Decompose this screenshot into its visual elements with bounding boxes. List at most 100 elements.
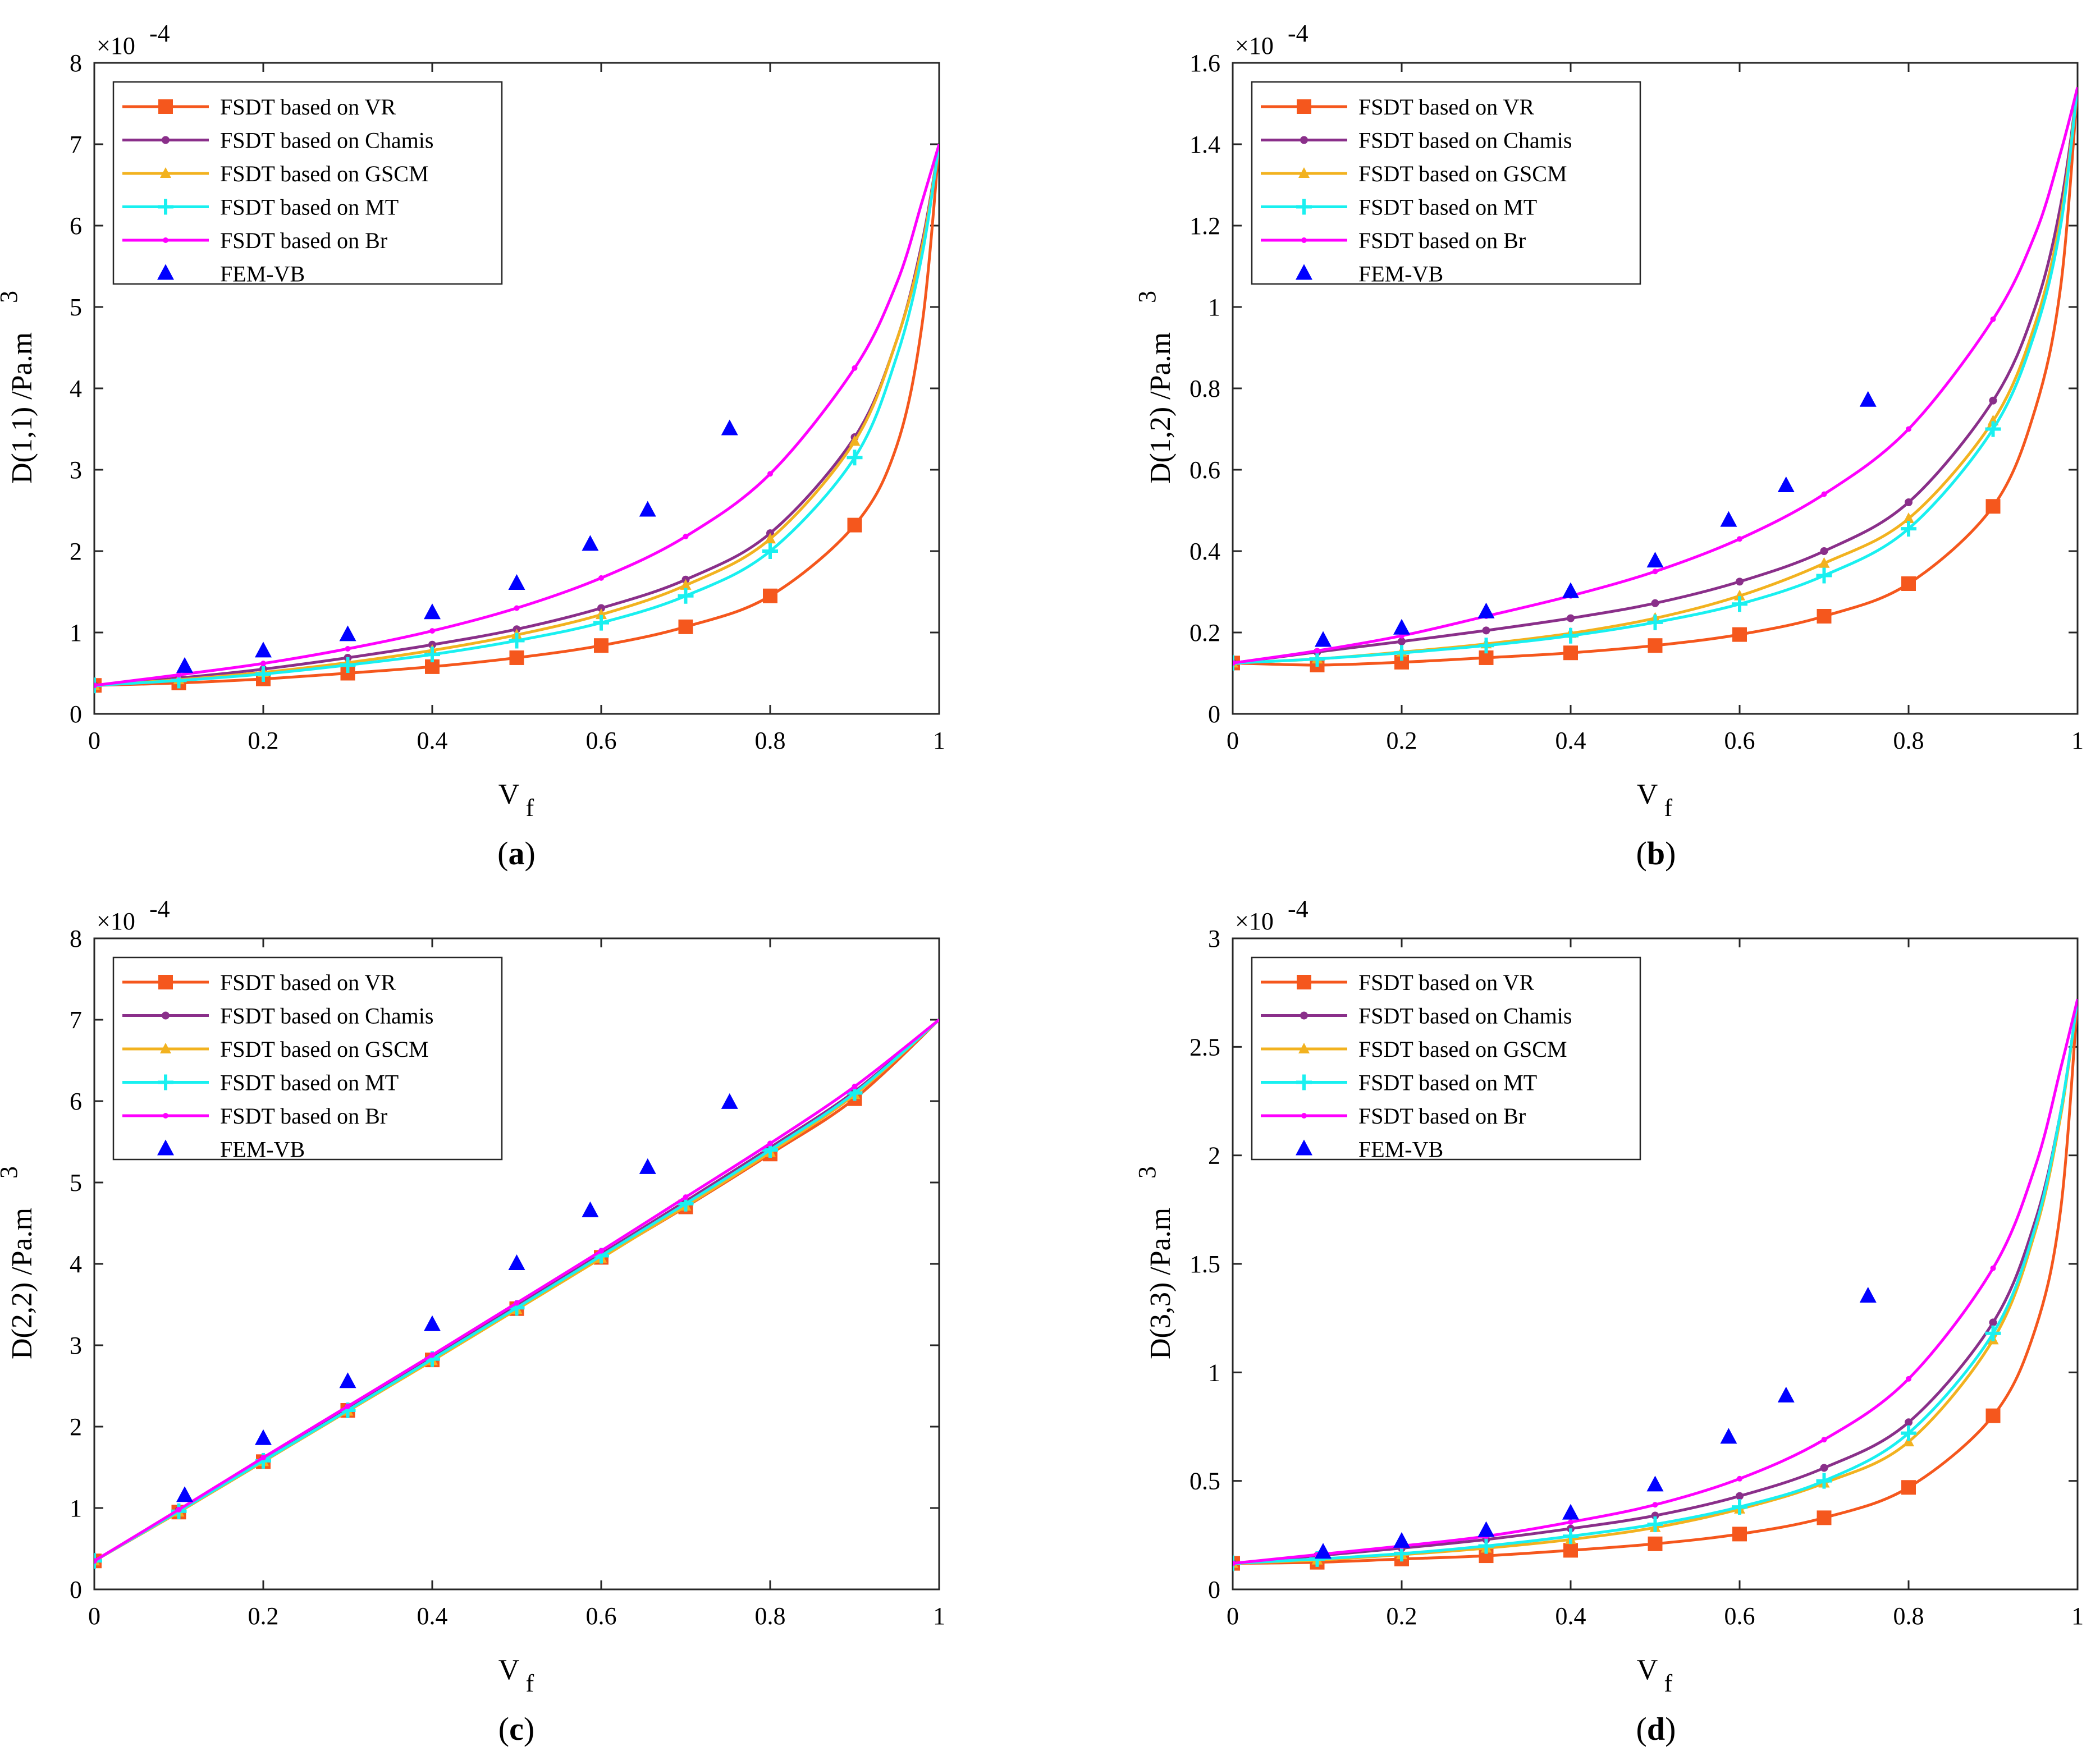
series-point	[683, 533, 689, 539]
x-tick-label: 0.4	[417, 1602, 448, 1630]
legend-label: FSDT based on Br	[1358, 228, 1526, 253]
caption-paren-close: )	[525, 835, 536, 872]
legend-marker	[157, 1139, 174, 1156]
series-point	[429, 1352, 435, 1358]
axis-multiplier: ×10	[97, 907, 135, 935]
y-tick-label: 0.8	[1189, 375, 1220, 402]
axis-multiplier: ×10	[1235, 907, 1274, 935]
y-tick-label: 7	[70, 1006, 82, 1034]
legend-label: FSDT based on VR	[220, 970, 396, 995]
series-point	[1309, 651, 1325, 667]
y-axis-label: D(2,2) /Pa.m	[6, 1208, 38, 1359]
series-point	[1734, 589, 1745, 601]
y-tick-label: 0	[70, 1576, 82, 1603]
series-point	[1563, 645, 1578, 661]
x-axis-label-subscript: f	[526, 1670, 534, 1697]
series-point	[767, 1140, 773, 1147]
fem-vb-point	[424, 1315, 441, 1331]
series-plus	[94, 144, 939, 694]
y-tick-label: 1.6	[1189, 49, 1220, 77]
fem-vb-point	[1562, 1504, 1579, 1520]
series-point	[1989, 396, 1997, 405]
legend-marker	[1296, 1074, 1312, 1090]
fem-vb-point	[721, 419, 738, 436]
y-tick-label: 1	[1208, 294, 1220, 321]
y-tick-label: 1.4	[1189, 131, 1220, 158]
series-point	[598, 1248, 604, 1254]
fem-vb-point	[1646, 1475, 1664, 1492]
x-tick-label: 0	[1227, 1602, 1239, 1630]
legend-label: FSDT based on GSCM	[220, 1037, 429, 1062]
series-point	[1737, 1475, 1742, 1482]
axis-multiplier: ×10	[97, 32, 135, 59]
y-tick-label: 0	[1208, 1576, 1220, 1603]
legend-label: FEM-VB	[220, 1137, 305, 1162]
y-axis-label-superscript: 3	[0, 1166, 22, 1179]
series-point	[1901, 1480, 1916, 1495]
fem-vb-point	[508, 574, 525, 590]
legend-marker	[1297, 99, 1311, 114]
series-dot	[94, 1019, 939, 1564]
x-tick-label: 0.6	[1724, 727, 1755, 754]
series-point	[1817, 609, 1832, 624]
legend-label: FSDT based on VR	[1358, 94, 1534, 120]
x-tick-label: 1	[2071, 727, 2084, 754]
series-point	[852, 365, 858, 371]
y-tick-label: 0.2	[1189, 619, 1220, 647]
legend-marker	[1300, 136, 1308, 144]
series-point	[1732, 1499, 1747, 1515]
chart-panel-c: 0 0.2 0.4 0.6 0.8 1 0 1 2 3 4 5 6 7 8 ×10 -4 V f D(2,2) /Pa…	[0, 895, 945, 1747]
legend: FSDT based on VR FSDT based on Chamis FSDT…	[112, 956, 503, 1162]
legend-marker	[160, 167, 171, 178]
legend-label: FSDT based on Br	[1358, 1103, 1526, 1129]
series-point	[1647, 1516, 1663, 1532]
fem-vb-point	[1562, 582, 1579, 598]
series-point	[1818, 557, 1830, 568]
y-tick-label: 2.5	[1189, 1033, 1220, 1061]
fem-vb-point	[1477, 602, 1495, 618]
series-point	[1736, 1492, 1744, 1500]
series-point	[1821, 1437, 1827, 1443]
caption-paren-open: (	[497, 835, 508, 872]
series-point	[260, 1455, 266, 1461]
series-point	[176, 672, 182, 678]
x-tick-label: 0	[88, 1602, 100, 1630]
x-tick-label: 0.6	[586, 727, 617, 754]
y-tick-label: 0.6	[1189, 456, 1220, 484]
series-point	[345, 646, 351, 652]
panel-caption: (a)	[497, 835, 536, 872]
y-tick-label: 1	[1208, 1359, 1220, 1386]
x-tick-label: 0.8	[1893, 727, 1924, 754]
series-point	[260, 661, 266, 667]
series-point	[847, 450, 863, 466]
fem-vb-point	[639, 1158, 656, 1174]
y-axis-label: D(3,3) /Pa.m	[1145, 1208, 1177, 1359]
legend-marker	[1296, 264, 1312, 280]
y-tick-label: 2	[70, 538, 82, 565]
series-point	[1989, 1318, 1997, 1327]
x-axis-label: V	[498, 778, 520, 810]
fem-vb-point	[339, 625, 356, 641]
fem-vb-point	[1315, 1543, 1332, 1559]
series-point	[1563, 627, 1579, 644]
fem-vb-point	[339, 1372, 356, 1388]
legend-label: FSDT based on VR	[1358, 970, 1534, 995]
series-point	[1651, 599, 1659, 607]
series-point	[594, 638, 609, 653]
legend-label: FSDT based on GSCM	[1358, 161, 1567, 186]
series-point	[340, 657, 356, 673]
series-point	[762, 543, 778, 559]
series-point	[1737, 536, 1742, 542]
series-point	[678, 588, 694, 604]
legend-marker	[158, 975, 173, 989]
y-tick-label: 3	[70, 456, 82, 484]
series-point	[852, 1083, 858, 1089]
series-point	[1482, 626, 1490, 635]
series-point	[176, 1506, 182, 1512]
axis-multiplier: ×10	[1235, 32, 1274, 59]
legend-marker	[1298, 167, 1310, 178]
y-axis-label: D(1,1) /Pa.m	[6, 332, 38, 484]
fem-vb-point	[176, 1486, 194, 1502]
series-point	[847, 517, 862, 533]
series-point	[597, 604, 605, 612]
